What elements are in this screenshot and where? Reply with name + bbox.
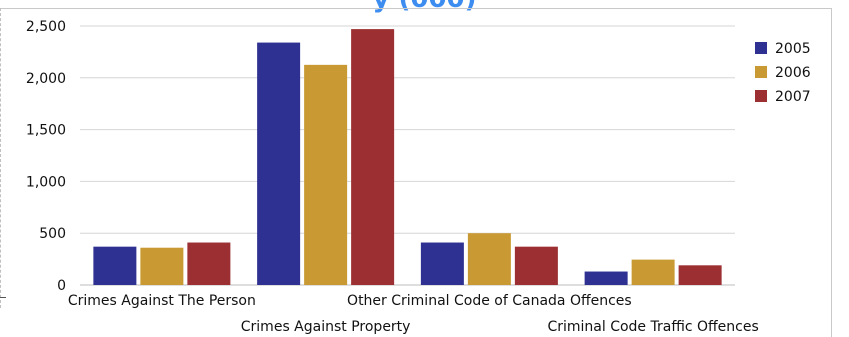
bar-2006 [631, 259, 675, 285]
y-tick-label: 1,500 [26, 123, 66, 139]
title-strip: y (000) [0, 0, 849, 14]
legend-swatch [755, 66, 767, 78]
category-label: Criminal Code Traffic Offences [547, 319, 758, 335]
y-tick-label: 500 [39, 226, 66, 242]
gridlines [80, 25, 735, 286]
bar-2006 [304, 64, 348, 285]
y-axis-ticks: 0 500 1,000 1,500 2,000 2,500 [26, 19, 66, 294]
legend-label: 2005 [775, 41, 811, 57]
category-label: Crimes Against The Person [68, 293, 256, 309]
legend: 2005 2006 2007 [755, 41, 811, 105]
bar-2006 [140, 247, 184, 285]
left-rule [0, 8, 1, 308]
bar-2005 [93, 246, 137, 285]
bar-2007 [678, 265, 722, 285]
y-tick-label: 1,000 [26, 174, 66, 190]
bars [93, 29, 722, 285]
legend-swatch [755, 90, 767, 102]
y-tick-label: 2,500 [26, 19, 66, 35]
legend-swatch [755, 42, 767, 54]
legend-label: 2007 [775, 89, 811, 105]
bar-2007 [351, 29, 395, 285]
category-label: Other Criminal Code of Canada Offences [347, 293, 632, 309]
bar-2005 [584, 271, 628, 285]
y-tick-label: 0 [57, 278, 66, 294]
chart-title-fragment: y (000) [372, 0, 476, 14]
bar-2007 [514, 246, 558, 285]
bar-2005 [420, 242, 464, 285]
y-tick-label: 2,000 [26, 71, 66, 87]
chart-frame [0, 8, 832, 337]
bar-2005 [257, 42, 301, 285]
legend-label: 2006 [775, 65, 811, 81]
category-label: Crimes Against Property [241, 319, 411, 335]
left-tick-mark [0, 297, 6, 298]
bar-2007 [187, 242, 231, 285]
x-axis-labels: Crimes Against The Person Crimes Against … [68, 293, 759, 335]
bar-2006 [467, 233, 511, 285]
